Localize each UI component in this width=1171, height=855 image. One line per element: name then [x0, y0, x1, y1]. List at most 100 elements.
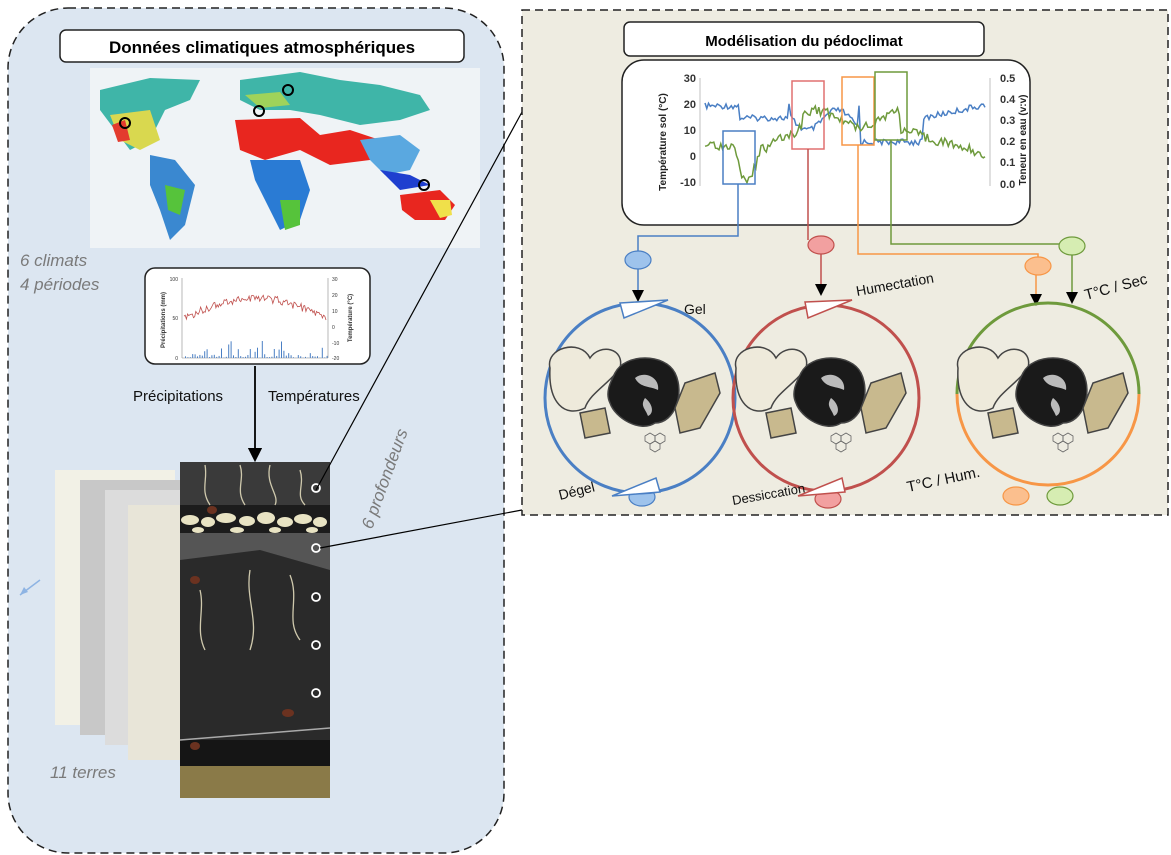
left-title: Données climatiques atmosphériques: [109, 38, 415, 57]
pedoclimate-chart: Température sol (°C) Teneur en eau (v:v)…: [621, 59, 1031, 226]
token-green: [1058, 236, 1086, 256]
right-title-box: Modélisation du pédoclimat: [623, 21, 985, 57]
precip-bar: [278, 349, 280, 358]
token-green-bottom: [1046, 486, 1074, 506]
chart-ylabel-right: Teneur en eau (v:v): [1018, 95, 1029, 186]
chart-tick-left: 0: [690, 151, 696, 163]
precip-bar: [237, 349, 239, 358]
precip-bar: [273, 349, 275, 358]
precip-label: Précipitations: [133, 388, 223, 405]
highlight-gel: [722, 130, 756, 185]
token-orange: [1024, 256, 1052, 276]
mini-ylabel-right: Température (°C): [348, 294, 354, 342]
soil-profile: [179, 462, 331, 798]
connector-bottom: [319, 509, 523, 549]
precip-bar: [309, 353, 311, 358]
precip-bar: [276, 355, 278, 358]
precip-bar: [264, 354, 266, 358]
mini-tick-right: 20: [332, 293, 338, 299]
precip-bar: [218, 355, 220, 358]
chart-tick-right: 0.3: [1000, 115, 1015, 127]
cycle-gel-degel: [543, 299, 737, 497]
mini-tick-right: 0: [332, 325, 335, 331]
mini-tick-right: 10: [332, 309, 338, 315]
right-title: Modélisation du pédoclimat: [705, 33, 903, 50]
precip-bar: [290, 355, 292, 358]
precip-bar: [247, 355, 249, 358]
precip-bar: [209, 357, 210, 358]
precip-bar: [321, 347, 323, 358]
chart-tick-right: 0.0: [1000, 179, 1015, 191]
precip-bar: [326, 355, 328, 358]
soil-aggregate: [548, 346, 721, 453]
precip-bar: [281, 341, 282, 358]
precip-bar: [269, 357, 270, 358]
precip-bar: [233, 355, 234, 358]
token-blue: [624, 250, 652, 270]
chart-ylabel-left: Température sol (°C): [658, 93, 669, 191]
precip-bar: [185, 356, 186, 358]
precip-bar: [249, 349, 251, 358]
precip-bar: [197, 356, 198, 358]
chart-tick-left: 20: [684, 99, 696, 111]
chart-tick-left: 30: [684, 73, 696, 85]
precip-bar: [271, 356, 273, 358]
chart-tick-right: 0.2: [1000, 136, 1015, 148]
precip-bar: [300, 356, 302, 358]
precip-bar: [204, 351, 206, 358]
token-orange-bottom: [1002, 486, 1030, 506]
mini-precip-bars: [185, 340, 328, 358]
precip-bar: [312, 356, 314, 358]
mini-tick-right: 30: [332, 277, 338, 283]
mini-climate-chart: 100 50 0 30 20 10 0 -10 -20 Précipitatio…: [144, 267, 371, 365]
precip-bar: [324, 357, 326, 358]
cycle-humectation-dessiccation: [731, 299, 921, 497]
precip-bar: [194, 354, 196, 358]
precip-bar: [266, 357, 268, 358]
precip-bar: [240, 356, 242, 358]
precip-bar: [187, 357, 189, 358]
precip-bar: [201, 355, 203, 358]
periods-label: 4 périodes: [20, 275, 100, 294]
precip-bar: [283, 350, 285, 358]
precip-bar: [314, 356, 316, 358]
mini-tick-left: 100: [170, 277, 179, 283]
connector-top: [315, 111, 523, 491]
precip-bar: [285, 355, 287, 358]
chart-tick-right: 0.5: [1000, 73, 1015, 85]
precip-bar: [225, 356, 227, 358]
precip-bar: [211, 355, 213, 358]
precip-bar: [257, 347, 258, 358]
precip-bar: [288, 353, 290, 358]
precip-bar: [317, 356, 318, 358]
label-gel: Gel: [684, 301, 706, 317]
precip-bar: [235, 356, 237, 358]
chart-tick-left: -10: [680, 177, 696, 189]
precip-bar: [242, 357, 244, 358]
soils-label: 11 terres: [50, 763, 116, 782]
token-red: [807, 235, 835, 255]
chart-tick-right: 0.4: [1000, 94, 1016, 106]
precip-bar: [189, 357, 191, 358]
soil-temperature-line: [704, 103, 986, 185]
mini-temp-line: [183, 294, 327, 321]
precip-bar: [297, 355, 299, 358]
precip-bar: [206, 349, 208, 358]
water-content-line: [704, 101, 986, 147]
mini-ylabel-left: Précipitations (mm): [161, 292, 167, 348]
mini-tick-right: -10: [332, 341, 339, 347]
left-title-box: Données climatiques atmosphériques: [59, 29, 465, 63]
temp-label: Températures: [268, 388, 360, 405]
precip-bar: [245, 356, 246, 358]
mini-tick-right: -20: [332, 356, 339, 362]
precip-bar: [254, 351, 256, 358]
mini-tick-left: 0: [175, 356, 178, 362]
precip-bar: [228, 344, 230, 358]
precip-bar: [261, 340, 263, 358]
climates-label: 6 climats: [20, 251, 88, 270]
chart-tick-right: 0.1: [1000, 157, 1015, 169]
precip-bar: [216, 356, 218, 358]
precip-bar: [199, 354, 201, 358]
precip-bar: [305, 356, 306, 358]
